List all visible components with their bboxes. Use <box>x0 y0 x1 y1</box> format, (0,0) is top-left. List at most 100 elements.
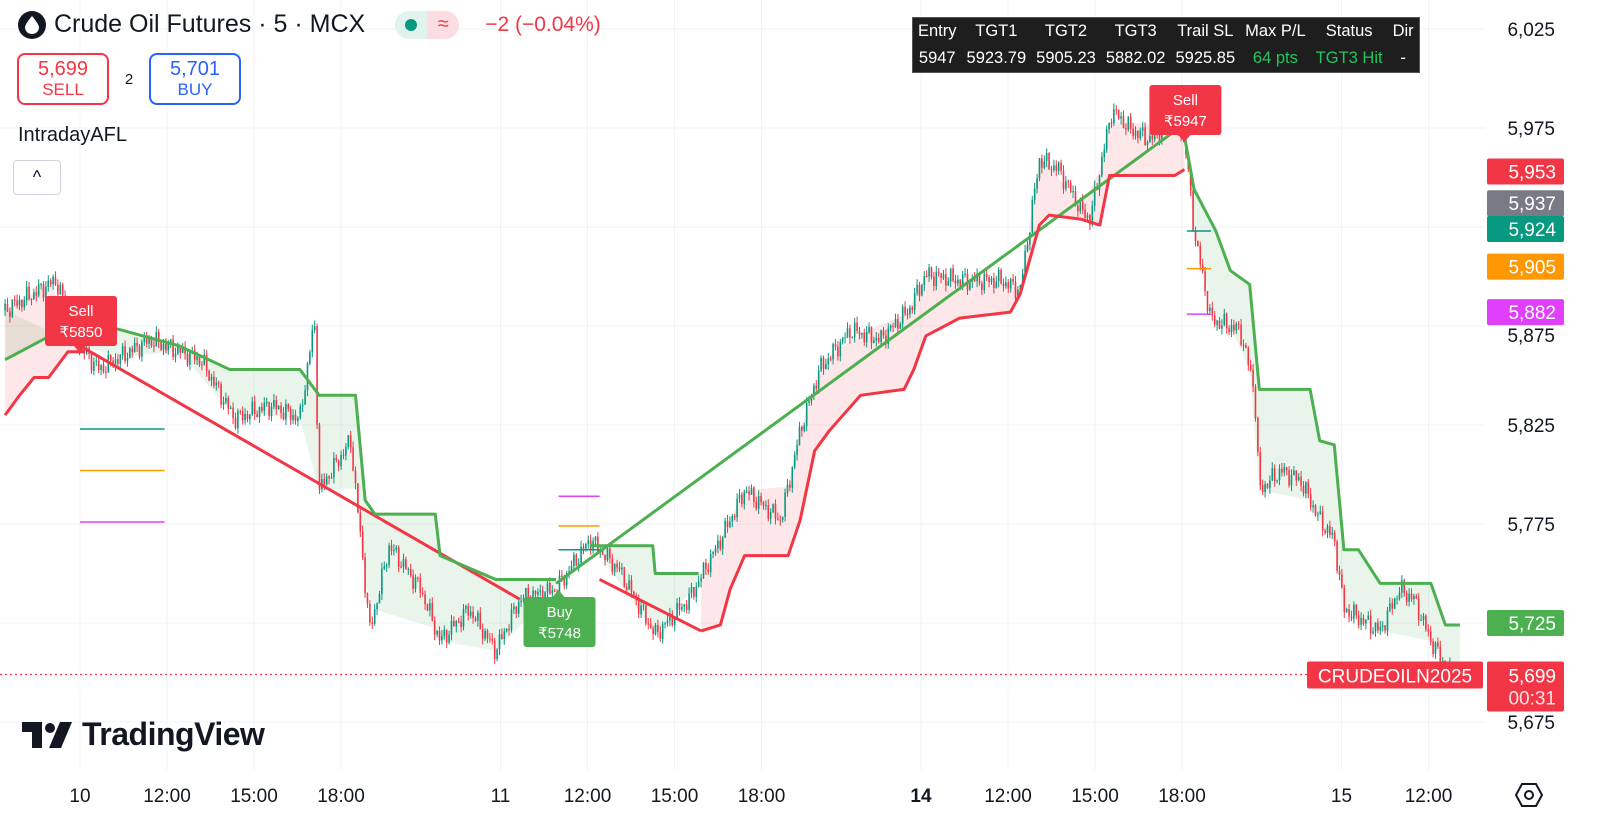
candle-body <box>719 540 722 550</box>
candle-body <box>1290 475 1293 486</box>
symbol-title[interactable]: Crude Oil Futures · 5 · MCX <box>54 10 366 38</box>
candle-body <box>772 503 774 513</box>
candle-body <box>885 335 887 345</box>
trade-panel: 5,699 SELL 2 5,701 BUY <box>17 53 241 105</box>
candle-body <box>909 307 911 315</box>
candle-body <box>1413 595 1415 600</box>
candle-body <box>1360 618 1362 625</box>
candle-body <box>661 624 664 639</box>
candle-body <box>225 398 227 403</box>
candle-body <box>1427 629 1430 632</box>
candle-body <box>1038 158 1041 179</box>
candle-body <box>647 623 650 625</box>
candle-body <box>865 332 868 343</box>
candle-body <box>575 554 578 566</box>
table-cell: 5923.79 <box>966 49 1027 67</box>
candle-body <box>1333 532 1336 542</box>
candle-body <box>628 580 630 590</box>
candle-body <box>1242 344 1245 346</box>
candle-body <box>477 612 479 621</box>
candle-body <box>373 609 376 624</box>
candle-body <box>933 276 935 287</box>
candle-body <box>897 319 899 329</box>
candle-body <box>827 358 830 365</box>
candle-body <box>1415 595 1418 599</box>
candle-body <box>1314 505 1317 516</box>
candle-body <box>357 483 359 513</box>
candle-body <box>621 567 623 570</box>
candle-body <box>1189 169 1192 191</box>
candle-body <box>133 342 136 352</box>
candle-body <box>1264 484 1266 493</box>
candle-body <box>774 503 777 519</box>
candle-body <box>1353 604 1355 619</box>
candle-body <box>582 546 585 549</box>
candle-body <box>721 537 724 550</box>
candle-body <box>1197 240 1199 247</box>
candle-body <box>642 605 645 607</box>
candle-body <box>157 331 160 343</box>
candle-body <box>1343 587 1346 613</box>
candle-body <box>210 376 213 381</box>
chart-header: Crude Oil Futures · 5 · MCX ≈ −2 (−0.04%… <box>18 10 601 39</box>
candle-body <box>1206 291 1209 312</box>
candle-body <box>318 424 321 490</box>
candle-body <box>601 551 604 555</box>
candle-body <box>652 628 654 635</box>
candle-body <box>1012 278 1014 282</box>
collapse-button[interactable]: ^ <box>13 160 61 195</box>
candle-body <box>659 631 662 639</box>
x-tick-label: 14 <box>910 786 932 807</box>
market-status-pill[interactable]: ≈ <box>395 10 460 39</box>
candle-body <box>436 630 438 635</box>
candle-body <box>928 267 930 277</box>
candle-body <box>1081 199 1084 210</box>
price-badge <box>1487 610 1564 636</box>
candle-body <box>249 414 251 420</box>
indicator-name[interactable]: IntradayAFL <box>18 124 127 146</box>
candle-body <box>309 352 311 364</box>
candle-body <box>361 531 364 558</box>
signal-price: ₹5850 <box>60 324 103 341</box>
candle-body <box>126 357 129 362</box>
candle-body <box>525 587 527 599</box>
candle-body <box>1422 615 1425 620</box>
candle-body <box>280 405 282 413</box>
candle-body <box>1048 153 1050 170</box>
candle-body <box>282 412 285 420</box>
candle-body <box>613 563 616 572</box>
candle-body <box>45 286 47 298</box>
candle-body <box>1194 230 1197 241</box>
candle-body <box>894 319 897 327</box>
candle-body <box>961 274 964 286</box>
signal-line <box>555 122 1186 585</box>
candle-body <box>1093 186 1096 206</box>
candle-body <box>762 501 765 506</box>
candle-body <box>383 566 386 569</box>
candle-body <box>347 435 350 447</box>
candle-body <box>798 426 801 446</box>
candle-body <box>54 276 57 285</box>
candle-body <box>856 322 858 331</box>
candle-body <box>1321 511 1324 531</box>
candle-body <box>1139 130 1142 139</box>
settings-icon[interactable] <box>1515 782 1543 808</box>
candle-body <box>733 516 736 518</box>
buy-button[interactable]: 5,701 BUY <box>149 53 241 105</box>
candle-body <box>462 609 465 627</box>
sell-button[interactable]: 5,699 SELL <box>17 53 109 105</box>
candle-body <box>234 418 237 429</box>
signal-label: Sell <box>68 303 93 320</box>
candle-body <box>769 512 772 519</box>
candle-body <box>349 435 352 448</box>
candle-body <box>59 284 62 295</box>
candle-body <box>1031 199 1034 233</box>
signal-line <box>598 578 702 633</box>
y-tick-label: 5,875 <box>1507 326 1555 347</box>
candle-body <box>899 323 902 329</box>
candle-body <box>1127 116 1130 130</box>
tradingview-logo[interactable]: TradingView <box>22 716 265 753</box>
candle-body <box>997 269 1000 282</box>
price-badge <box>1487 215 1564 242</box>
